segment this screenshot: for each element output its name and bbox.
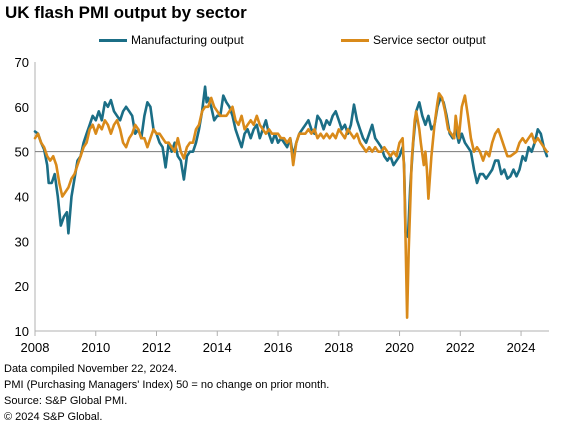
y-axis: 10 20 30 40 50 60 70 xyxy=(15,55,36,339)
service-sector-output-line xyxy=(33,92,549,319)
note-pmi-definition: PMI (Purchasing Managers' Index) 50 = no… xyxy=(4,379,330,391)
series-group xyxy=(33,85,549,319)
y-tick-label: 30 xyxy=(15,234,29,249)
x-tick-label: 2016 xyxy=(264,340,293,355)
x-tick-label: 2018 xyxy=(324,340,353,355)
notes: Data compiled November 22, 2024. PMI (Pu… xyxy=(4,361,329,425)
y-tick-label: 40 xyxy=(15,190,29,205)
legend-item-manufacturing: Manufacturing output xyxy=(99,33,244,47)
x-tick-label: 2010 xyxy=(81,340,110,355)
legend-label-manufacturing: Manufacturing output xyxy=(131,33,244,47)
note-data-compiled: Data compiled November 22, 2024. xyxy=(4,363,178,375)
x-tick-label: 2012 xyxy=(142,340,171,355)
y-tick-label: 20 xyxy=(15,279,29,294)
manufacturing-output-line xyxy=(33,85,549,239)
legend-label-services: Service sector output xyxy=(373,33,486,47)
y-tick-label: 60 xyxy=(15,100,29,115)
x-tick-label: 2014 xyxy=(203,340,232,355)
legend-item-services: Service sector output xyxy=(341,33,486,47)
y-tick-label: 10 xyxy=(15,324,29,339)
x-tick-label: 2024 xyxy=(507,340,536,355)
legend-swatch-manufacturing xyxy=(99,38,127,42)
chart-title: UK flash PMI output by sector xyxy=(5,3,247,22)
x-tick-label: 2008 xyxy=(21,340,50,355)
y-tick-label: 70 xyxy=(15,55,29,70)
y-tick-label: 50 xyxy=(15,145,29,160)
note-copyright: © 2024 S&P Global. xyxy=(4,411,103,423)
legend-swatch-services xyxy=(341,38,369,42)
note-source: Source: S&P Global PMI. xyxy=(4,395,128,407)
x-tick-label: 2020 xyxy=(385,340,414,355)
x-axis: 2008 2010 2012 2014 2016 2018 2020 2022 2024 xyxy=(21,330,549,355)
x-tick-label: 2022 xyxy=(446,340,475,355)
